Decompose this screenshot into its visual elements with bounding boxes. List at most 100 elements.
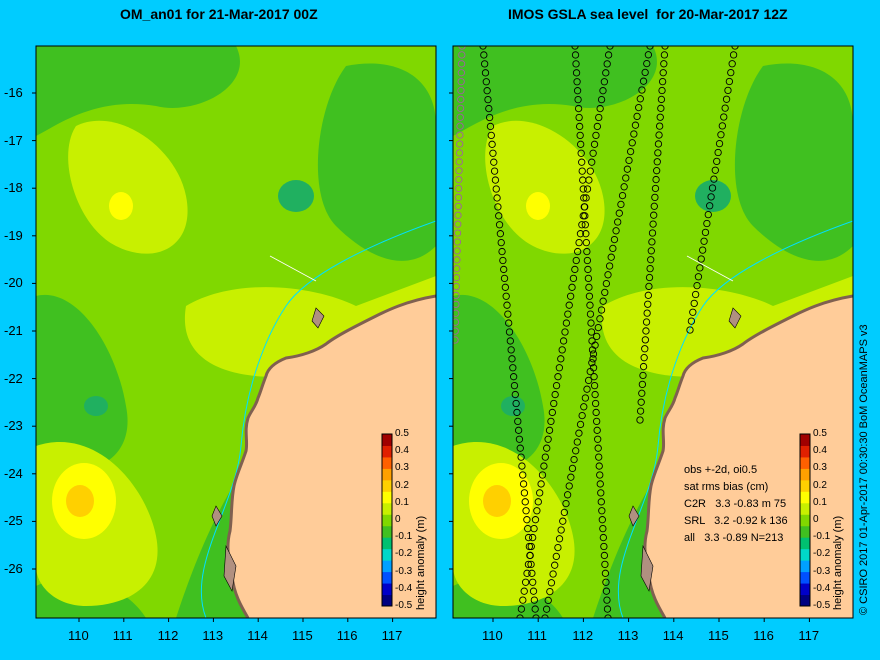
track-marker xyxy=(558,346,566,354)
colorbar-swatch xyxy=(800,445,810,458)
track-marker xyxy=(591,341,599,349)
x-tick-label: 114 xyxy=(247,628,268,643)
track-marker xyxy=(722,95,731,103)
track-marker xyxy=(554,543,562,552)
track-marker xyxy=(658,86,666,95)
stats-row-srl-bias: -0.92 xyxy=(732,515,758,527)
colorbar-swatch xyxy=(800,583,810,596)
track-marker xyxy=(503,301,511,309)
track-marker xyxy=(454,202,462,211)
colorbar-tick-label: -0.1 xyxy=(395,531,413,543)
track-marker xyxy=(636,95,644,103)
track-marker xyxy=(542,605,551,613)
track-marker xyxy=(500,274,509,283)
track-marker xyxy=(567,473,575,481)
x-tick-label: 110 xyxy=(482,628,503,643)
track-marker xyxy=(557,355,565,363)
track-marker xyxy=(492,185,500,193)
track-marker xyxy=(573,78,581,86)
track-marker xyxy=(491,176,500,184)
track-marker xyxy=(456,113,464,121)
track-marker xyxy=(646,264,654,273)
track-marker xyxy=(514,426,523,434)
track-marker xyxy=(614,218,622,226)
track-marker xyxy=(602,69,610,77)
track-marker xyxy=(644,300,652,308)
track-marker xyxy=(485,104,493,113)
track-marker xyxy=(580,403,588,411)
track-marker xyxy=(592,408,600,417)
track-marker xyxy=(505,328,514,336)
colorbar-tick-label: -0.3 xyxy=(813,565,831,577)
track-marker xyxy=(596,471,604,479)
track-marker xyxy=(701,228,710,237)
track-marker xyxy=(586,167,594,175)
track-marker xyxy=(640,354,648,362)
track-marker xyxy=(524,560,533,569)
track-marker xyxy=(615,209,623,217)
track-marker xyxy=(546,587,554,596)
track-marker xyxy=(639,362,648,371)
y-tick-label: -17 xyxy=(4,132,23,148)
track-marker xyxy=(654,140,663,148)
track-marker xyxy=(593,417,601,426)
track-marker xyxy=(573,87,582,95)
colorbar-swatch xyxy=(800,479,810,492)
track-marker xyxy=(456,122,464,130)
track-marker xyxy=(689,308,697,316)
x-tick-label: 115 xyxy=(292,628,313,643)
track-marker xyxy=(526,551,534,560)
track-marker xyxy=(576,131,584,140)
track-marker xyxy=(660,60,668,68)
track-marker xyxy=(597,306,606,314)
track-marker xyxy=(508,355,516,363)
track-marker xyxy=(453,327,459,335)
colorbar-swatch xyxy=(382,445,392,458)
stats-row-all-extra: N=213 xyxy=(750,532,784,544)
y-tick-label: -23 xyxy=(4,418,23,434)
left-panel-title: OM_an01 for 21-Mar-2017 00Z xyxy=(120,6,318,22)
track-marker xyxy=(454,220,462,228)
stats-row-all-rms: 3.3 xyxy=(704,532,720,544)
colorbar-swatch xyxy=(800,560,810,573)
colorbar-swatch xyxy=(800,434,810,446)
track-marker xyxy=(564,310,572,318)
track-marker xyxy=(487,131,495,140)
track-marker xyxy=(597,95,606,104)
track-marker xyxy=(538,471,547,479)
satellite-tracks xyxy=(453,46,739,618)
track-marker xyxy=(596,480,604,488)
track-marker xyxy=(561,328,569,336)
track-marker xyxy=(609,244,617,253)
track-marker xyxy=(645,273,654,282)
track-marker xyxy=(596,315,604,323)
track-marker xyxy=(486,122,495,131)
track-marker xyxy=(651,193,659,202)
track-marker xyxy=(586,301,594,309)
track-marker xyxy=(659,69,667,77)
track-marker xyxy=(525,542,534,551)
track-marker xyxy=(547,579,556,587)
track-marker xyxy=(582,230,590,238)
track-marker xyxy=(529,578,537,586)
colorbar-swatch xyxy=(382,514,392,527)
obs-stats: obs +-2d, oi0.5 sat rms bias (cm) C2R 3.… xyxy=(684,462,788,547)
colorbar-tick-label: -0.2 xyxy=(813,548,831,560)
colorbar-swatch xyxy=(382,537,392,550)
track-marker xyxy=(575,113,583,122)
track-marker xyxy=(626,147,635,156)
track-marker xyxy=(594,444,602,452)
track-marker xyxy=(555,535,564,543)
track-marker xyxy=(593,332,601,341)
y-tick-label: -25 xyxy=(4,513,23,529)
track-marker xyxy=(582,238,590,247)
colorbar-swatch xyxy=(382,491,392,504)
track-marker xyxy=(638,380,647,389)
track-marker xyxy=(586,310,595,318)
y-tick-label: -19 xyxy=(4,227,23,243)
track-marker xyxy=(595,453,603,461)
track-marker xyxy=(566,292,575,300)
track-marker xyxy=(485,113,494,122)
x-tick-label: 117 xyxy=(798,628,820,643)
track-marker xyxy=(534,498,542,506)
